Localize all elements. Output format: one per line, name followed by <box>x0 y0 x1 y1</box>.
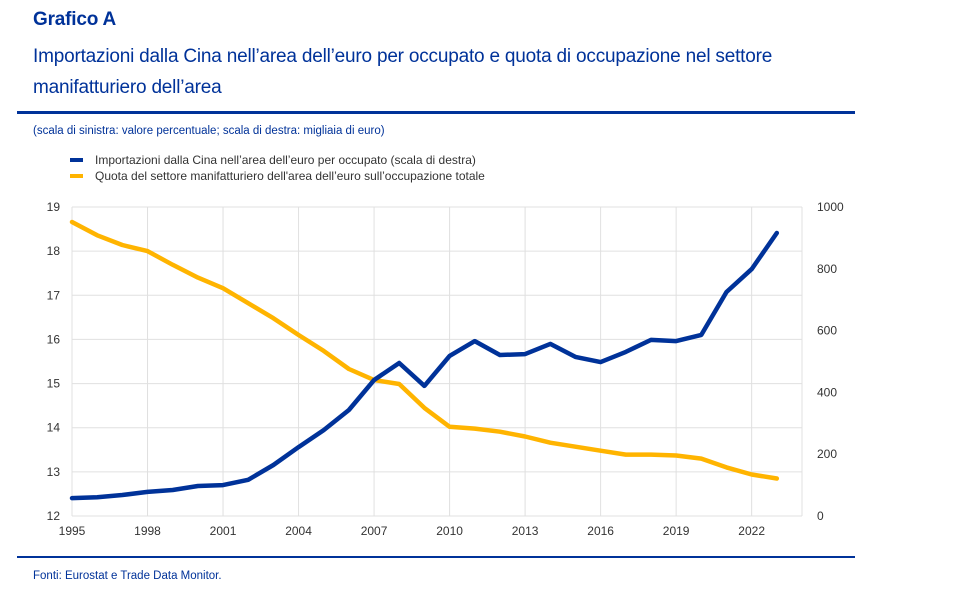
x-tick-label: 2010 <box>436 524 463 538</box>
x-tick-label: 2001 <box>210 524 237 538</box>
x-tick-label: 2004 <box>285 524 312 538</box>
series-lines <box>69 219 780 501</box>
chart-label: Grafico A <box>33 9 117 30</box>
y-right-tick-label: 400 <box>817 385 837 399</box>
y-left-tick-label: 13 <box>47 465 61 479</box>
x-tick-label: 2022 <box>738 524 765 538</box>
y-left-tick-label: 15 <box>47 377 61 391</box>
y-left-tick-label: 19 <box>47 200 61 214</box>
x-tick-label: 2019 <box>663 524 690 538</box>
x-tick-label: 1998 <box>134 524 161 538</box>
legend-item-share: Quota del settore manifatturiero dell'ar… <box>70 168 485 184</box>
y-left-tick-label: 17 <box>47 288 61 302</box>
y-left-tick-label: 16 <box>47 332 61 346</box>
x-axis: 1995 1998 2001 2004 2007 2010 2013 2016 2019 2022 <box>59 524 766 538</box>
y-right-tick-label: 0 <box>817 509 824 523</box>
source-note: Fonti: Eurostat e Trade Data Monitor. <box>33 570 222 582</box>
y-right-tick-label: 200 <box>817 447 837 461</box>
top-divider <box>17 111 855 114</box>
grid <box>71 206 803 517</box>
y-axis-right: 0 200 400 600 800 1000 <box>817 200 844 523</box>
y-right-tick-label: 600 <box>817 324 837 338</box>
x-tick-label: 2007 <box>361 524 388 538</box>
y-left-tick-label: 18 <box>47 244 61 258</box>
y-axis-left: 12 13 14 15 16 17 18 19 <box>47 200 61 523</box>
y-left-tick-label: 12 <box>47 509 61 523</box>
chart-title: Importazioni dalla Cina nell’area dell’e… <box>33 46 773 98</box>
y-right-tick-label: 800 <box>817 262 837 276</box>
legend-item-imports: Importazioni dalla Cina nell’area dell’e… <box>70 152 485 168</box>
legend: Importazioni dalla Cina nell’area dell’e… <box>70 152 485 184</box>
series-line-imports <box>69 230 780 501</box>
series-line-manufacturing-share <box>69 219 780 481</box>
legend-swatch-imports <box>70 158 83 162</box>
x-tick-label: 1995 <box>59 524 86 538</box>
legend-swatch-share <box>70 174 83 178</box>
y-right-tick-label: 1000 <box>817 200 844 214</box>
x-tick-label: 2016 <box>587 524 614 538</box>
legend-label-imports: Importazioni dalla Cina nell’area dell’e… <box>95 153 476 167</box>
scale-note: (scala di sinistra: valore percentuale; … <box>33 125 385 137</box>
y-left-tick-label: 14 <box>47 421 61 435</box>
bottom-divider <box>17 556 855 558</box>
x-tick-label: 2013 <box>512 524 539 538</box>
legend-label-share: Quota del settore manifatturiero dell'ar… <box>95 169 485 183</box>
